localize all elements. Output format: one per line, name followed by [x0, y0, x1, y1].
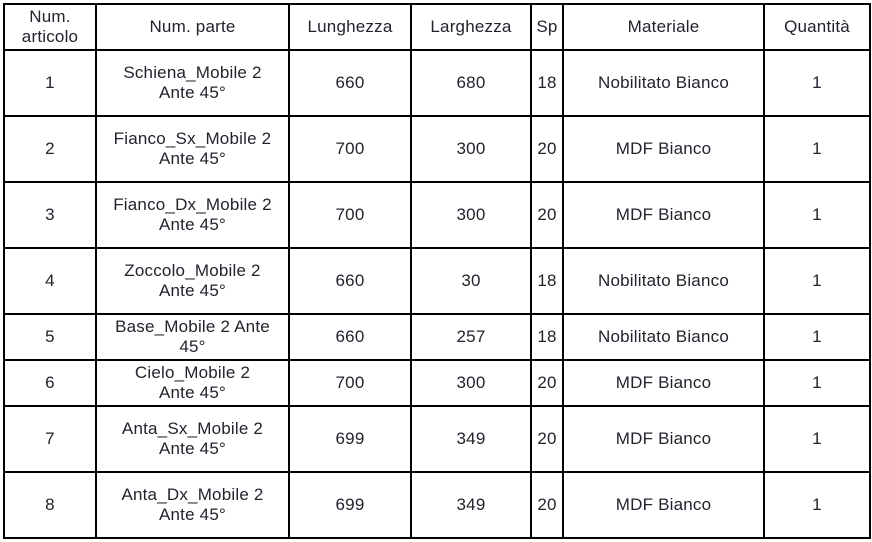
- header-cell-num-articolo: Num. articolo: [3, 3, 97, 51]
- cell-lunghezza: 700: [288, 181, 412, 249]
- cell-quantita: 1: [763, 247, 871, 315]
- parts-table: Num. articolo Num. parte Lunghezza Largh…: [3, 3, 871, 539]
- cell-quantita: 1: [763, 471, 871, 539]
- cell-sp: 20: [530, 405, 564, 473]
- cell-sp: 20: [530, 115, 564, 183]
- cell-lunghezza: 700: [288, 359, 412, 407]
- header-cell-quantita: Quantità: [763, 3, 871, 51]
- header-cell-sp: Sp: [530, 3, 564, 51]
- table-row: 8 Anta_Dx_Mobile 2 Ante 45° 699 349 20 M…: [3, 471, 871, 539]
- cell-sp: 20: [530, 359, 564, 407]
- cell-quantita: 1: [763, 49, 871, 117]
- cell-materiale: MDF Bianco: [562, 115, 765, 183]
- cell-lunghezza: 660: [288, 313, 412, 361]
- cell-larghezza: 257: [410, 313, 532, 361]
- cell-num-articolo: 6: [3, 359, 97, 407]
- cell-num-articolo: 2: [3, 115, 97, 183]
- cell-num-articolo: 8: [3, 471, 97, 539]
- cell-quantita: 1: [763, 313, 871, 361]
- cell-lunghezza: 699: [288, 471, 412, 539]
- cell-num-articolo: 1: [3, 49, 97, 117]
- table-row: 2 Fianco_Sx_Mobile 2 Ante 45° 700 300 20…: [3, 115, 871, 183]
- header-cell-materiale: Materiale: [562, 3, 765, 51]
- cell-larghezza: 349: [410, 405, 532, 473]
- cell-sp: 18: [530, 313, 564, 361]
- cell-num-articolo: 3: [3, 181, 97, 249]
- cell-larghezza: 680: [410, 49, 532, 117]
- table-row: 5 Base_Mobile 2 Ante 45° 660 257 18 Nobi…: [3, 313, 871, 361]
- header-cell-num-parte: Num. parte: [95, 3, 290, 51]
- cell-num-parte: Base_Mobile 2 Ante 45°: [95, 313, 290, 361]
- cell-quantita: 1: [763, 115, 871, 183]
- cell-lunghezza: 660: [288, 49, 412, 117]
- cell-larghezza: 300: [410, 181, 532, 249]
- cell-num-articolo: 5: [3, 313, 97, 361]
- cell-num-parte: Schiena_Mobile 2 Ante 45°: [95, 49, 290, 117]
- cell-lunghezza: 700: [288, 115, 412, 183]
- table-row: 1 Schiena_Mobile 2 Ante 45° 660 680 18 N…: [3, 49, 871, 117]
- cell-larghezza: 349: [410, 471, 532, 539]
- cell-quantita: 1: [763, 359, 871, 407]
- cell-num-parte: Anta_Dx_Mobile 2 Ante 45°: [95, 471, 290, 539]
- table-row: 3 Fianco_Dx_Mobile 2 Ante 45° 700 300 20…: [3, 181, 871, 249]
- cell-materiale: Nobilitato Bianco: [562, 49, 765, 117]
- header-cell-lunghezza: Lunghezza: [288, 3, 412, 51]
- cell-num-parte: Cielo_Mobile 2 Ante 45°: [95, 359, 290, 407]
- table-row: 4 Zoccolo_Mobile 2 Ante 45° 660 30 18 No…: [3, 247, 871, 315]
- cell-larghezza: 30: [410, 247, 532, 315]
- cell-num-parte: Anta_Sx_Mobile 2 Ante 45°: [95, 405, 290, 473]
- table-row: 7 Anta_Sx_Mobile 2 Ante 45° 699 349 20 M…: [3, 405, 871, 473]
- cell-sp: 20: [530, 471, 564, 539]
- cell-num-parte: Fianco_Dx_Mobile 2 Ante 45°: [95, 181, 290, 249]
- cell-larghezza: 300: [410, 359, 532, 407]
- table-row: 6 Cielo_Mobile 2 Ante 45° 700 300 20 MDF…: [3, 359, 871, 407]
- cell-materiale: MDF Bianco: [562, 359, 765, 407]
- cell-sp: 20: [530, 181, 564, 249]
- cell-quantita: 1: [763, 181, 871, 249]
- cell-materiale: MDF Bianco: [562, 405, 765, 473]
- cell-larghezza: 300: [410, 115, 532, 183]
- header-cell-larghezza: Larghezza: [410, 3, 532, 51]
- cell-num-articolo: 7: [3, 405, 97, 473]
- cell-num-parte: Fianco_Sx_Mobile 2 Ante 45°: [95, 115, 290, 183]
- cell-materiale: MDF Bianco: [562, 181, 765, 249]
- cell-lunghezza: 660: [288, 247, 412, 315]
- header-row: Num. articolo Num. parte Lunghezza Largh…: [3, 3, 871, 51]
- cell-sp: 18: [530, 49, 564, 117]
- cell-materiale: Nobilitato Bianco: [562, 247, 765, 315]
- cell-materiale: MDF Bianco: [562, 471, 765, 539]
- cell-materiale: Nobilitato Bianco: [562, 313, 765, 361]
- cell-num-parte: Zoccolo_Mobile 2 Ante 45°: [95, 247, 290, 315]
- cell-num-articolo: 4: [3, 247, 97, 315]
- cell-lunghezza: 699: [288, 405, 412, 473]
- cell-quantita: 1: [763, 405, 871, 473]
- cell-sp: 18: [530, 247, 564, 315]
